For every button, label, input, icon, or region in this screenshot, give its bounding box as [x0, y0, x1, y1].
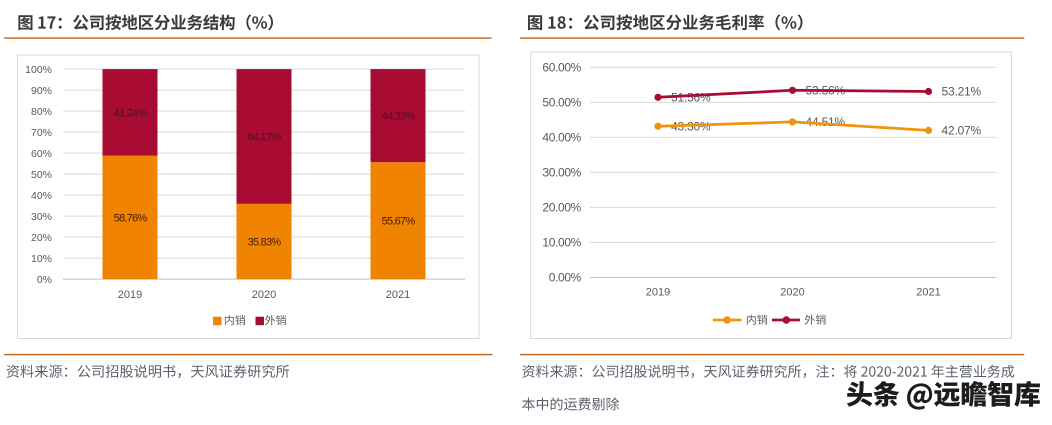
- svg-text:35.83%: 35.83%: [248, 236, 282, 248]
- svg-text:2021: 2021: [386, 289, 410, 301]
- svg-text:50.00%: 50.00%: [542, 96, 581, 110]
- svg-text:64.17%: 64.17%: [248, 131, 282, 143]
- svg-text:80%: 80%: [31, 106, 52, 118]
- svg-text:55.67%: 55.67%: [382, 216, 416, 228]
- svg-text:2019: 2019: [118, 289, 142, 301]
- svg-text:30.00%: 30.00%: [542, 166, 581, 180]
- svg-text:100%: 100%: [25, 64, 52, 76]
- svg-text:70%: 70%: [31, 127, 52, 139]
- svg-text:30%: 30%: [31, 211, 52, 223]
- svg-text:60.00%: 60.00%: [542, 61, 581, 75]
- svg-text:2019: 2019: [646, 286, 670, 298]
- svg-text:42.07%: 42.07%: [942, 124, 982, 138]
- svg-text:2020: 2020: [252, 289, 276, 301]
- svg-text:58.76%: 58.76%: [114, 212, 148, 224]
- svg-text:2020: 2020: [780, 286, 804, 298]
- svg-text:20.00%: 20.00%: [542, 201, 581, 215]
- svg-text:53.21%: 53.21%: [942, 85, 982, 99]
- svg-text:20%: 20%: [31, 232, 52, 244]
- svg-text:60%: 60%: [31, 148, 52, 160]
- svg-text:44.33%: 44.33%: [382, 111, 416, 123]
- svg-text:0%: 0%: [37, 274, 52, 286]
- svg-text:50%: 50%: [31, 169, 52, 181]
- svg-text:40.00%: 40.00%: [542, 131, 581, 145]
- svg-text:0.00%: 0.00%: [549, 271, 582, 285]
- svg-text:90%: 90%: [31, 85, 52, 97]
- svg-text:10.00%: 10.00%: [542, 236, 581, 250]
- svg-text:40%: 40%: [31, 190, 52, 202]
- svg-text:10%: 10%: [31, 253, 52, 265]
- svg-text:41.24%: 41.24%: [114, 107, 148, 119]
- svg-text:2021: 2021: [916, 286, 940, 298]
